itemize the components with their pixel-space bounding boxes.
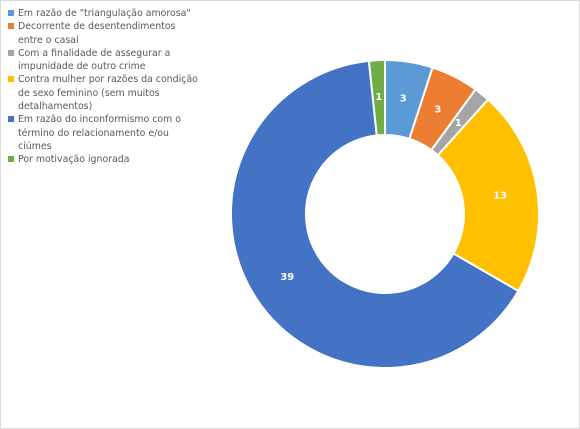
legend-item: Por motivação ignorada: [8, 153, 223, 166]
doughnut-slice: [367, 58, 386, 137]
doughnut-slice: [230, 59, 520, 369]
legend-label: impunidade de outro crime: [18, 61, 146, 73]
legend: Em razão de "triangulação amorosa" Decorr…: [8, 7, 223, 167]
legend-label: ciúmes: [18, 140, 52, 152]
legend-item: Em razão do inconformismo com o término d…: [8, 113, 223, 153]
legend-item: Decorrente de desentendimentos entre o ca…: [8, 20, 223, 47]
data-label: 13: [493, 190, 507, 201]
doughnut-slice: [436, 98, 540, 293]
legend-swatch: [8, 76, 14, 83]
data-label: 39: [280, 272, 294, 283]
legend-label: de sexo feminino (sem muitos: [18, 87, 160, 99]
data-label: 3: [434, 105, 441, 116]
legend-swatch: [8, 23, 14, 30]
legend-label: Com a finalidade de assegurar a: [18, 47, 171, 59]
legend-label: detalhamentos): [18, 101, 93, 113]
data-label: 3: [400, 93, 407, 104]
legend-label: Decorrente de desentendimentos: [18, 21, 176, 33]
data-label: 1: [375, 92, 382, 103]
legend-swatch: [8, 116, 14, 123]
legend-item: Contra mulher por razões da condição de s…: [8, 73, 223, 113]
legend-label: entre o casal: [18, 34, 79, 46]
legend-swatch: [8, 10, 14, 16]
data-label: 1: [455, 118, 462, 129]
legend-label: término do relacionamento e/ou: [18, 127, 169, 139]
legend-label: Em razão de "triangulação amorosa": [18, 8, 191, 19]
legend-swatch: [8, 49, 14, 56]
legend-item: Com a finalidade de assegurar a impunidad…: [8, 47, 223, 74]
legend-item: Em razão de "triangulação amorosa": [8, 7, 223, 20]
legend-label: Por motivação ignorada: [18, 154, 130, 166]
legend-swatch: [8, 156, 14, 163]
legend-label: Em razão do inconformismo com o: [18, 114, 181, 126]
legend-label: Contra mulher por razões da condição: [18, 74, 198, 86]
